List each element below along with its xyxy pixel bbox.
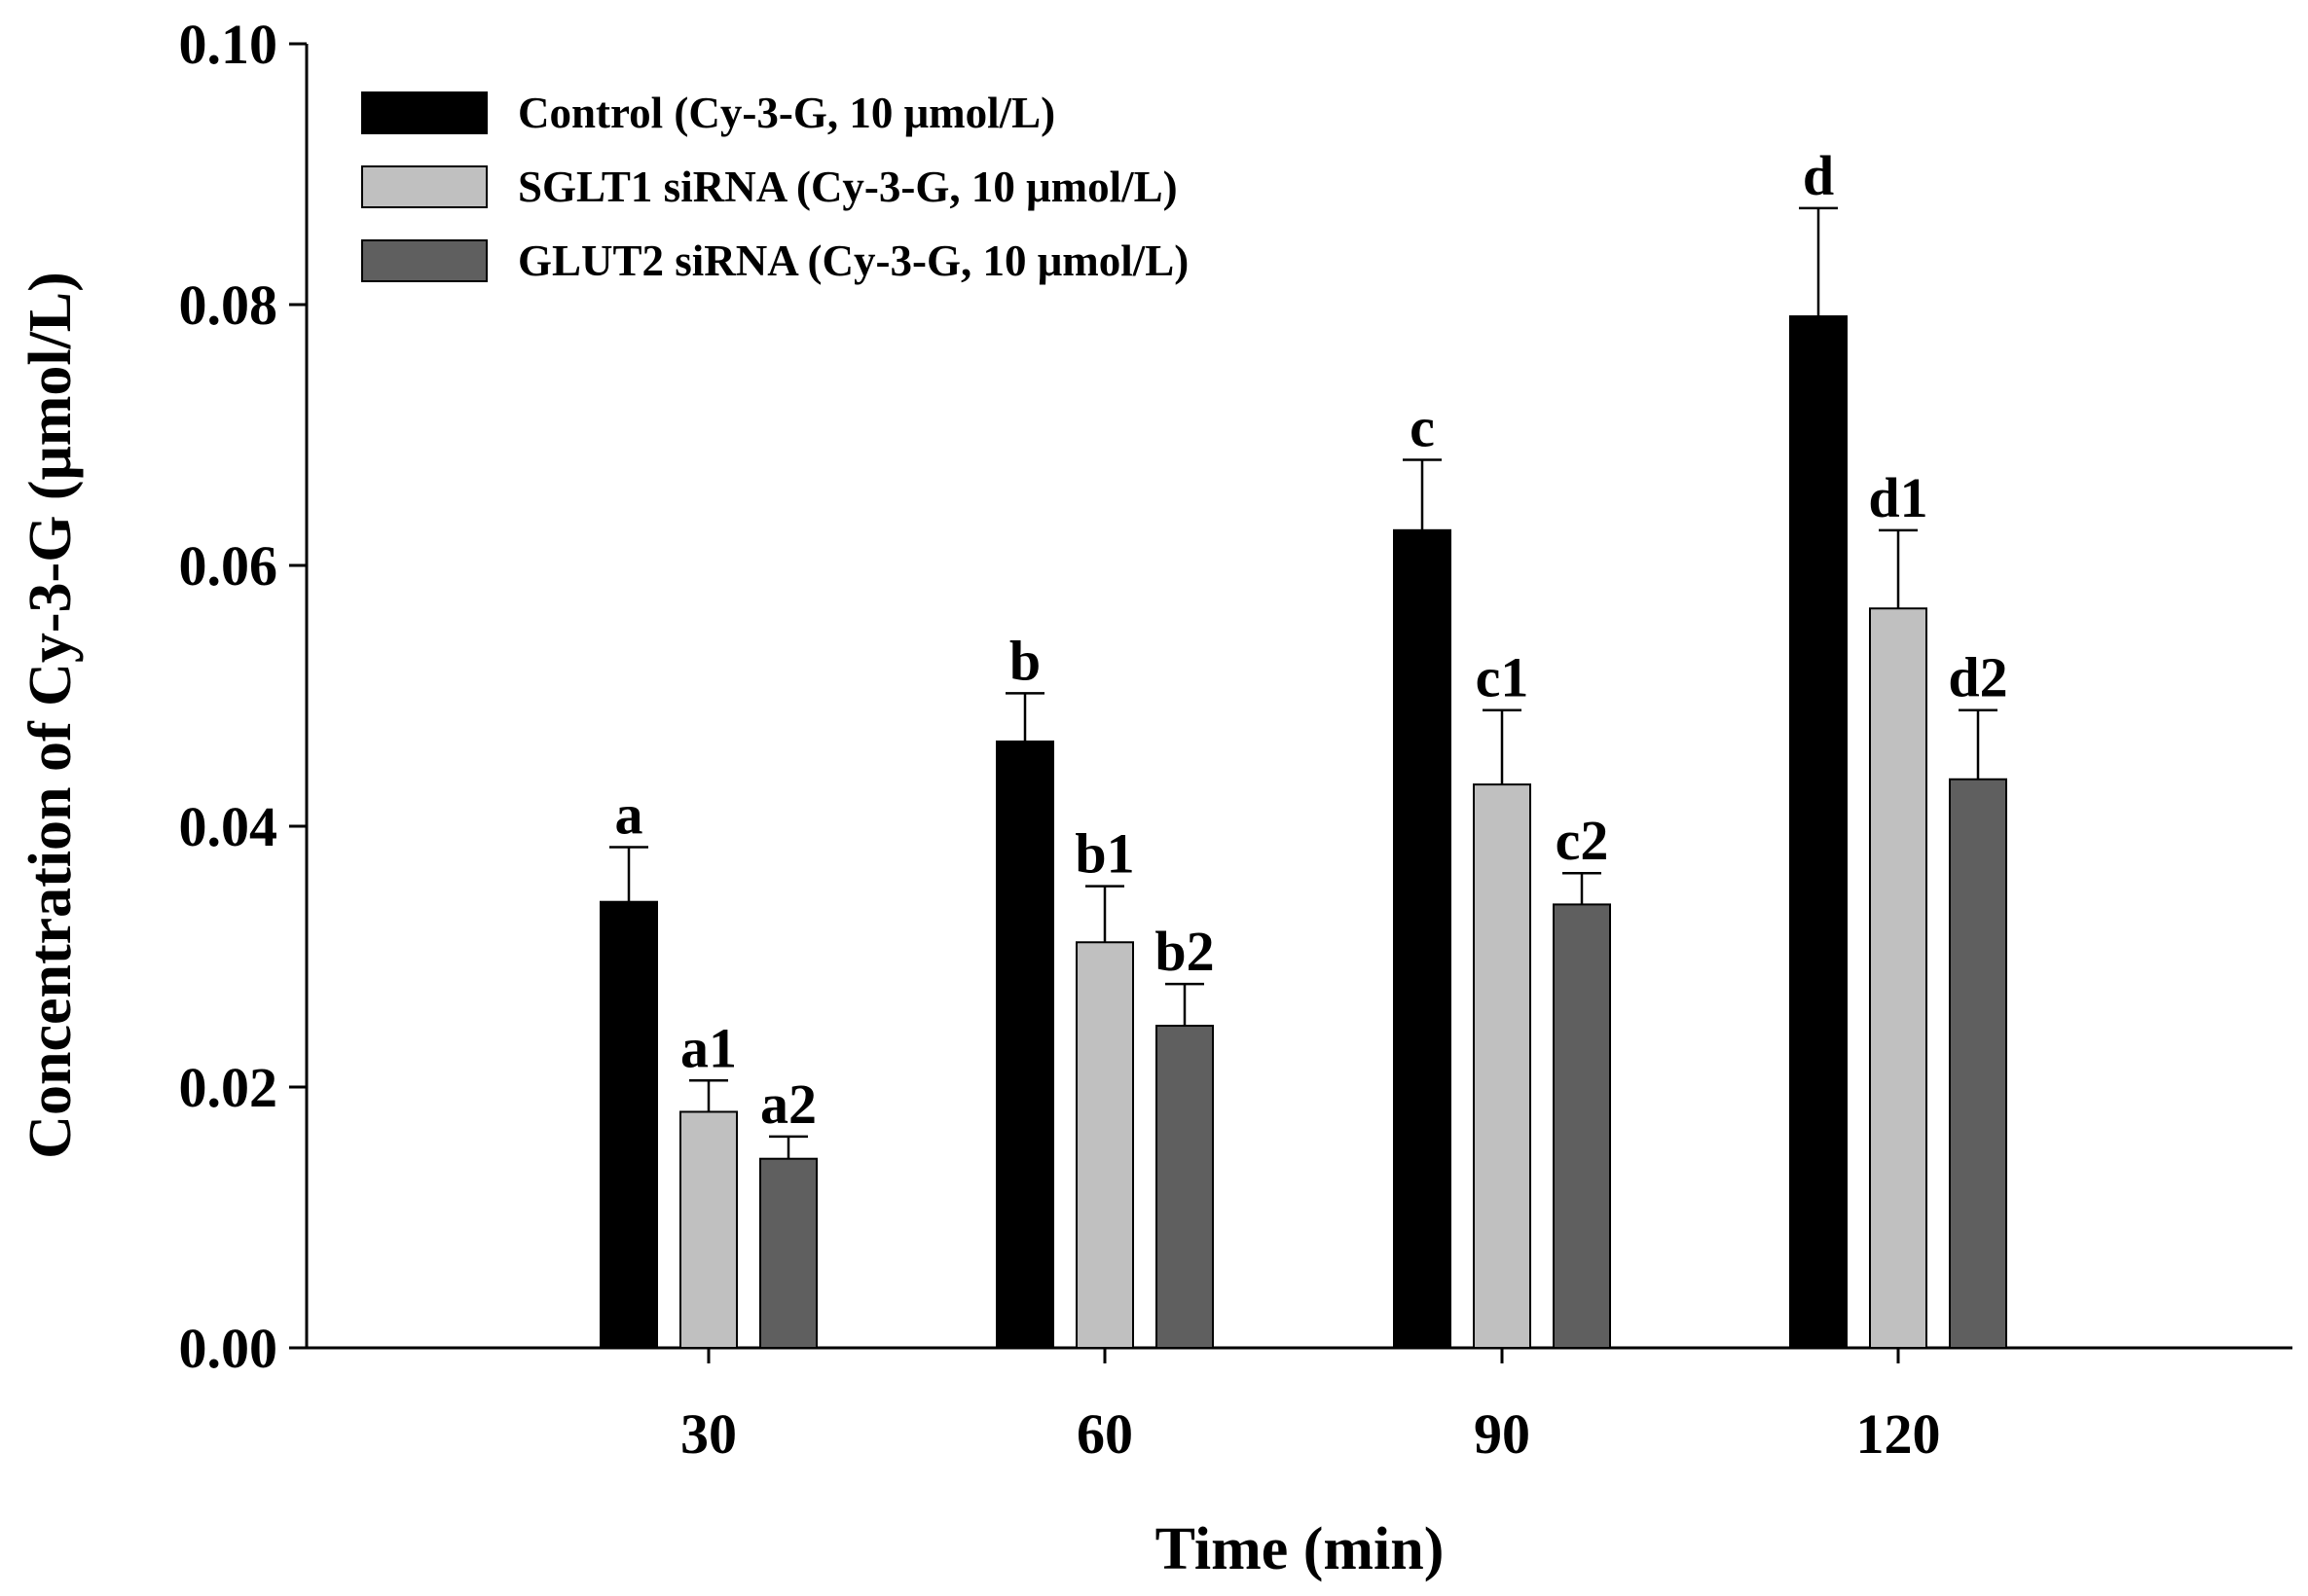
y-tick-label: 0.02 — [179, 1056, 278, 1119]
significance-label: b2 — [1154, 920, 1214, 983]
legend: Control (Cy-3-G, 10 μmol/L) SGLT1 siRNA (… — [361, 89, 1189, 285]
x-tick-label: 90 — [1474, 1402, 1530, 1466]
bar — [1393, 528, 1451, 1349]
legend-swatch — [361, 91, 488, 134]
significance-label: b — [1009, 629, 1041, 692]
y-tick-label: 0.10 — [179, 13, 278, 76]
significance-label: b1 — [1075, 822, 1134, 886]
bar — [1473, 783, 1531, 1349]
bar — [679, 1110, 738, 1349]
x-axis-title: Time (min) — [1155, 1516, 1445, 1582]
x-tick-label: 120 — [1856, 1402, 1941, 1466]
plot-area: 0.00 0.02 0.04 0.06 0.08 0.10 30 60 90 120 a b c d a1 b… — [179, 13, 2292, 1466]
y-tick-label: 0.06 — [179, 534, 278, 598]
bar — [1789, 315, 1848, 1349]
y-tick-label: 0.08 — [179, 273, 278, 337]
bar — [759, 1157, 818, 1349]
x-tick-label: 30 — [680, 1402, 737, 1466]
significance-label: a1 — [680, 1016, 737, 1079]
legend-swatch — [361, 165, 488, 208]
significance-label: c1 — [1476, 646, 1529, 709]
significance-label: c — [1410, 395, 1435, 458]
legend-label: GLUT2 siRNA (Cy-3-G, 10 μmol/L) — [518, 236, 1189, 285]
bar — [600, 900, 658, 1349]
bar — [1553, 903, 1611, 1350]
bar — [1949, 778, 2007, 1349]
significance-label: a2 — [760, 1072, 817, 1136]
y-tick-label: 0.04 — [179, 795, 278, 858]
y-tick-label: 0.00 — [179, 1317, 278, 1380]
bar — [996, 740, 1054, 1349]
significance-label: c2 — [1556, 809, 1609, 872]
bar — [1869, 607, 1927, 1349]
significance-label: a — [615, 782, 643, 846]
x-tick-label: 60 — [1077, 1402, 1133, 1466]
legend-label: Control (Cy-3-G, 10 μmol/L) — [518, 89, 1055, 137]
significance-label: d — [1803, 144, 1834, 207]
significance-label: d2 — [1948, 646, 2007, 709]
legend-swatch — [361, 239, 488, 282]
bar — [1076, 941, 1134, 1349]
legend-label: SGLT1 siRNA (Cy-3-G, 10 μmol/L) — [518, 163, 1178, 211]
y-axis-title: Concentration of Cy-3-G (μmol/L) — [18, 272, 84, 1159]
significance-label: d1 — [1868, 466, 1927, 529]
bar — [1155, 1025, 1214, 1350]
